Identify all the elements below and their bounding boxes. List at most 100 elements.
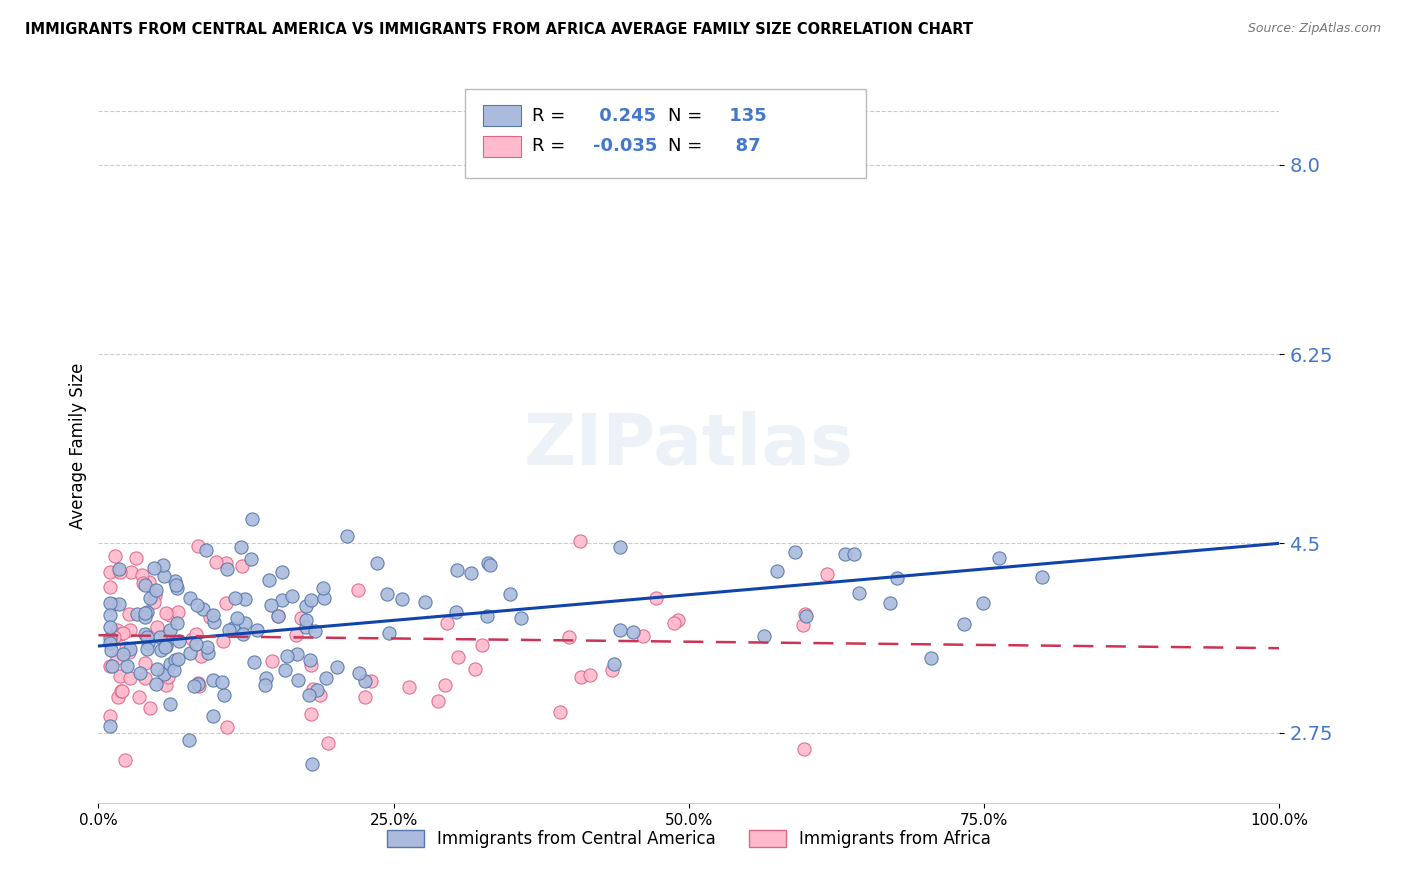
Point: [134, 656, 156, 670]
Point: [134, 609, 156, 624]
Point: [609, 541, 631, 555]
Point: [184, 626, 207, 640]
Point: [205, 555, 228, 569]
Point: [159, 697, 181, 711]
Point: [569, 670, 592, 684]
Point: [166, 615, 188, 630]
Point: [108, 626, 131, 640]
Point: [103, 630, 125, 644]
Y-axis label: Average Family Size: Average Family Size: [69, 363, 87, 529]
Point: [107, 690, 129, 705]
Point: [267, 609, 290, 624]
Point: [211, 634, 233, 648]
Point: [134, 671, 156, 685]
FancyBboxPatch shape: [484, 136, 522, 157]
Point: [346, 582, 368, 597]
Point: [254, 671, 277, 685]
Text: N =: N =: [668, 107, 702, 125]
Point: [111, 626, 134, 640]
Point: [215, 596, 238, 610]
Point: [460, 566, 482, 580]
Point: [298, 689, 321, 703]
Point: [108, 562, 131, 576]
Point: [609, 623, 631, 637]
Point: [111, 647, 134, 661]
Point: [132, 576, 155, 591]
Point: [336, 528, 359, 542]
Point: [145, 661, 167, 675]
Point: [271, 565, 294, 579]
Point: [186, 599, 208, 613]
Point: [120, 641, 142, 656]
Point: [623, 624, 645, 639]
Point: [478, 558, 501, 573]
Point: [134, 607, 156, 621]
Point: [231, 541, 253, 555]
Point: [155, 640, 177, 654]
Point: [135, 605, 157, 619]
Point: [471, 639, 494, 653]
Point: [150, 643, 173, 657]
Point: [972, 596, 994, 610]
Point: [135, 630, 157, 644]
Point: [415, 595, 437, 609]
Point: [232, 627, 254, 641]
Point: [105, 624, 128, 638]
Point: [270, 593, 292, 607]
Legend: Immigrants from Central America, Immigrants from Africa: Immigrants from Central America, Immigra…: [380, 823, 998, 855]
Point: [645, 591, 668, 605]
Point: [752, 629, 775, 643]
Point: [138, 575, 160, 590]
Point: [134, 626, 156, 640]
Point: [100, 643, 122, 657]
Point: [477, 556, 499, 570]
Point: [103, 597, 125, 611]
Point: [987, 551, 1010, 566]
Point: [169, 634, 191, 648]
Point: [579, 668, 602, 682]
Point: [152, 568, 174, 582]
Point: [226, 611, 249, 625]
Point: [304, 624, 326, 638]
Point: [202, 709, 225, 723]
Point: [499, 587, 522, 601]
Point: [920, 651, 942, 665]
Point: [146, 619, 169, 633]
Point: [145, 582, 167, 597]
Point: [848, 585, 870, 599]
Point: [155, 607, 177, 621]
Point: [260, 654, 283, 668]
Point: [233, 615, 256, 630]
Point: [118, 624, 141, 638]
Point: [98, 636, 121, 650]
Point: [139, 591, 162, 605]
Point: [315, 671, 337, 685]
Point: [218, 623, 240, 637]
Point: [98, 566, 121, 580]
Point: [217, 562, 239, 576]
Point: [105, 651, 128, 665]
Point: [1031, 570, 1053, 584]
Point: [177, 733, 200, 747]
Point: [347, 666, 370, 681]
Point: [792, 618, 814, 632]
Text: IMMIGRANTS FROM CENTRAL AMERICA VS IMMIGRANTS FROM AFRICA AVERAGE FAMILY SIZE CO: IMMIGRANTS FROM CENTRAL AMERICA VS IMMIG…: [25, 22, 973, 37]
Point: [953, 617, 976, 632]
Point: [879, 596, 901, 610]
Point: [159, 657, 181, 672]
Point: [246, 624, 269, 638]
Point: [446, 563, 468, 577]
Point: [302, 681, 325, 696]
Point: [125, 607, 148, 622]
Point: [568, 533, 591, 548]
Point: [231, 558, 253, 573]
Point: [477, 608, 499, 623]
Point: [294, 599, 316, 614]
Point: [131, 568, 153, 582]
Point: [243, 655, 266, 669]
Point: [149, 630, 172, 644]
Point: [157, 670, 180, 684]
Point: [201, 673, 224, 688]
Point: [190, 649, 212, 664]
Text: Source: ZipAtlas.com: Source: ZipAtlas.com: [1247, 22, 1381, 36]
